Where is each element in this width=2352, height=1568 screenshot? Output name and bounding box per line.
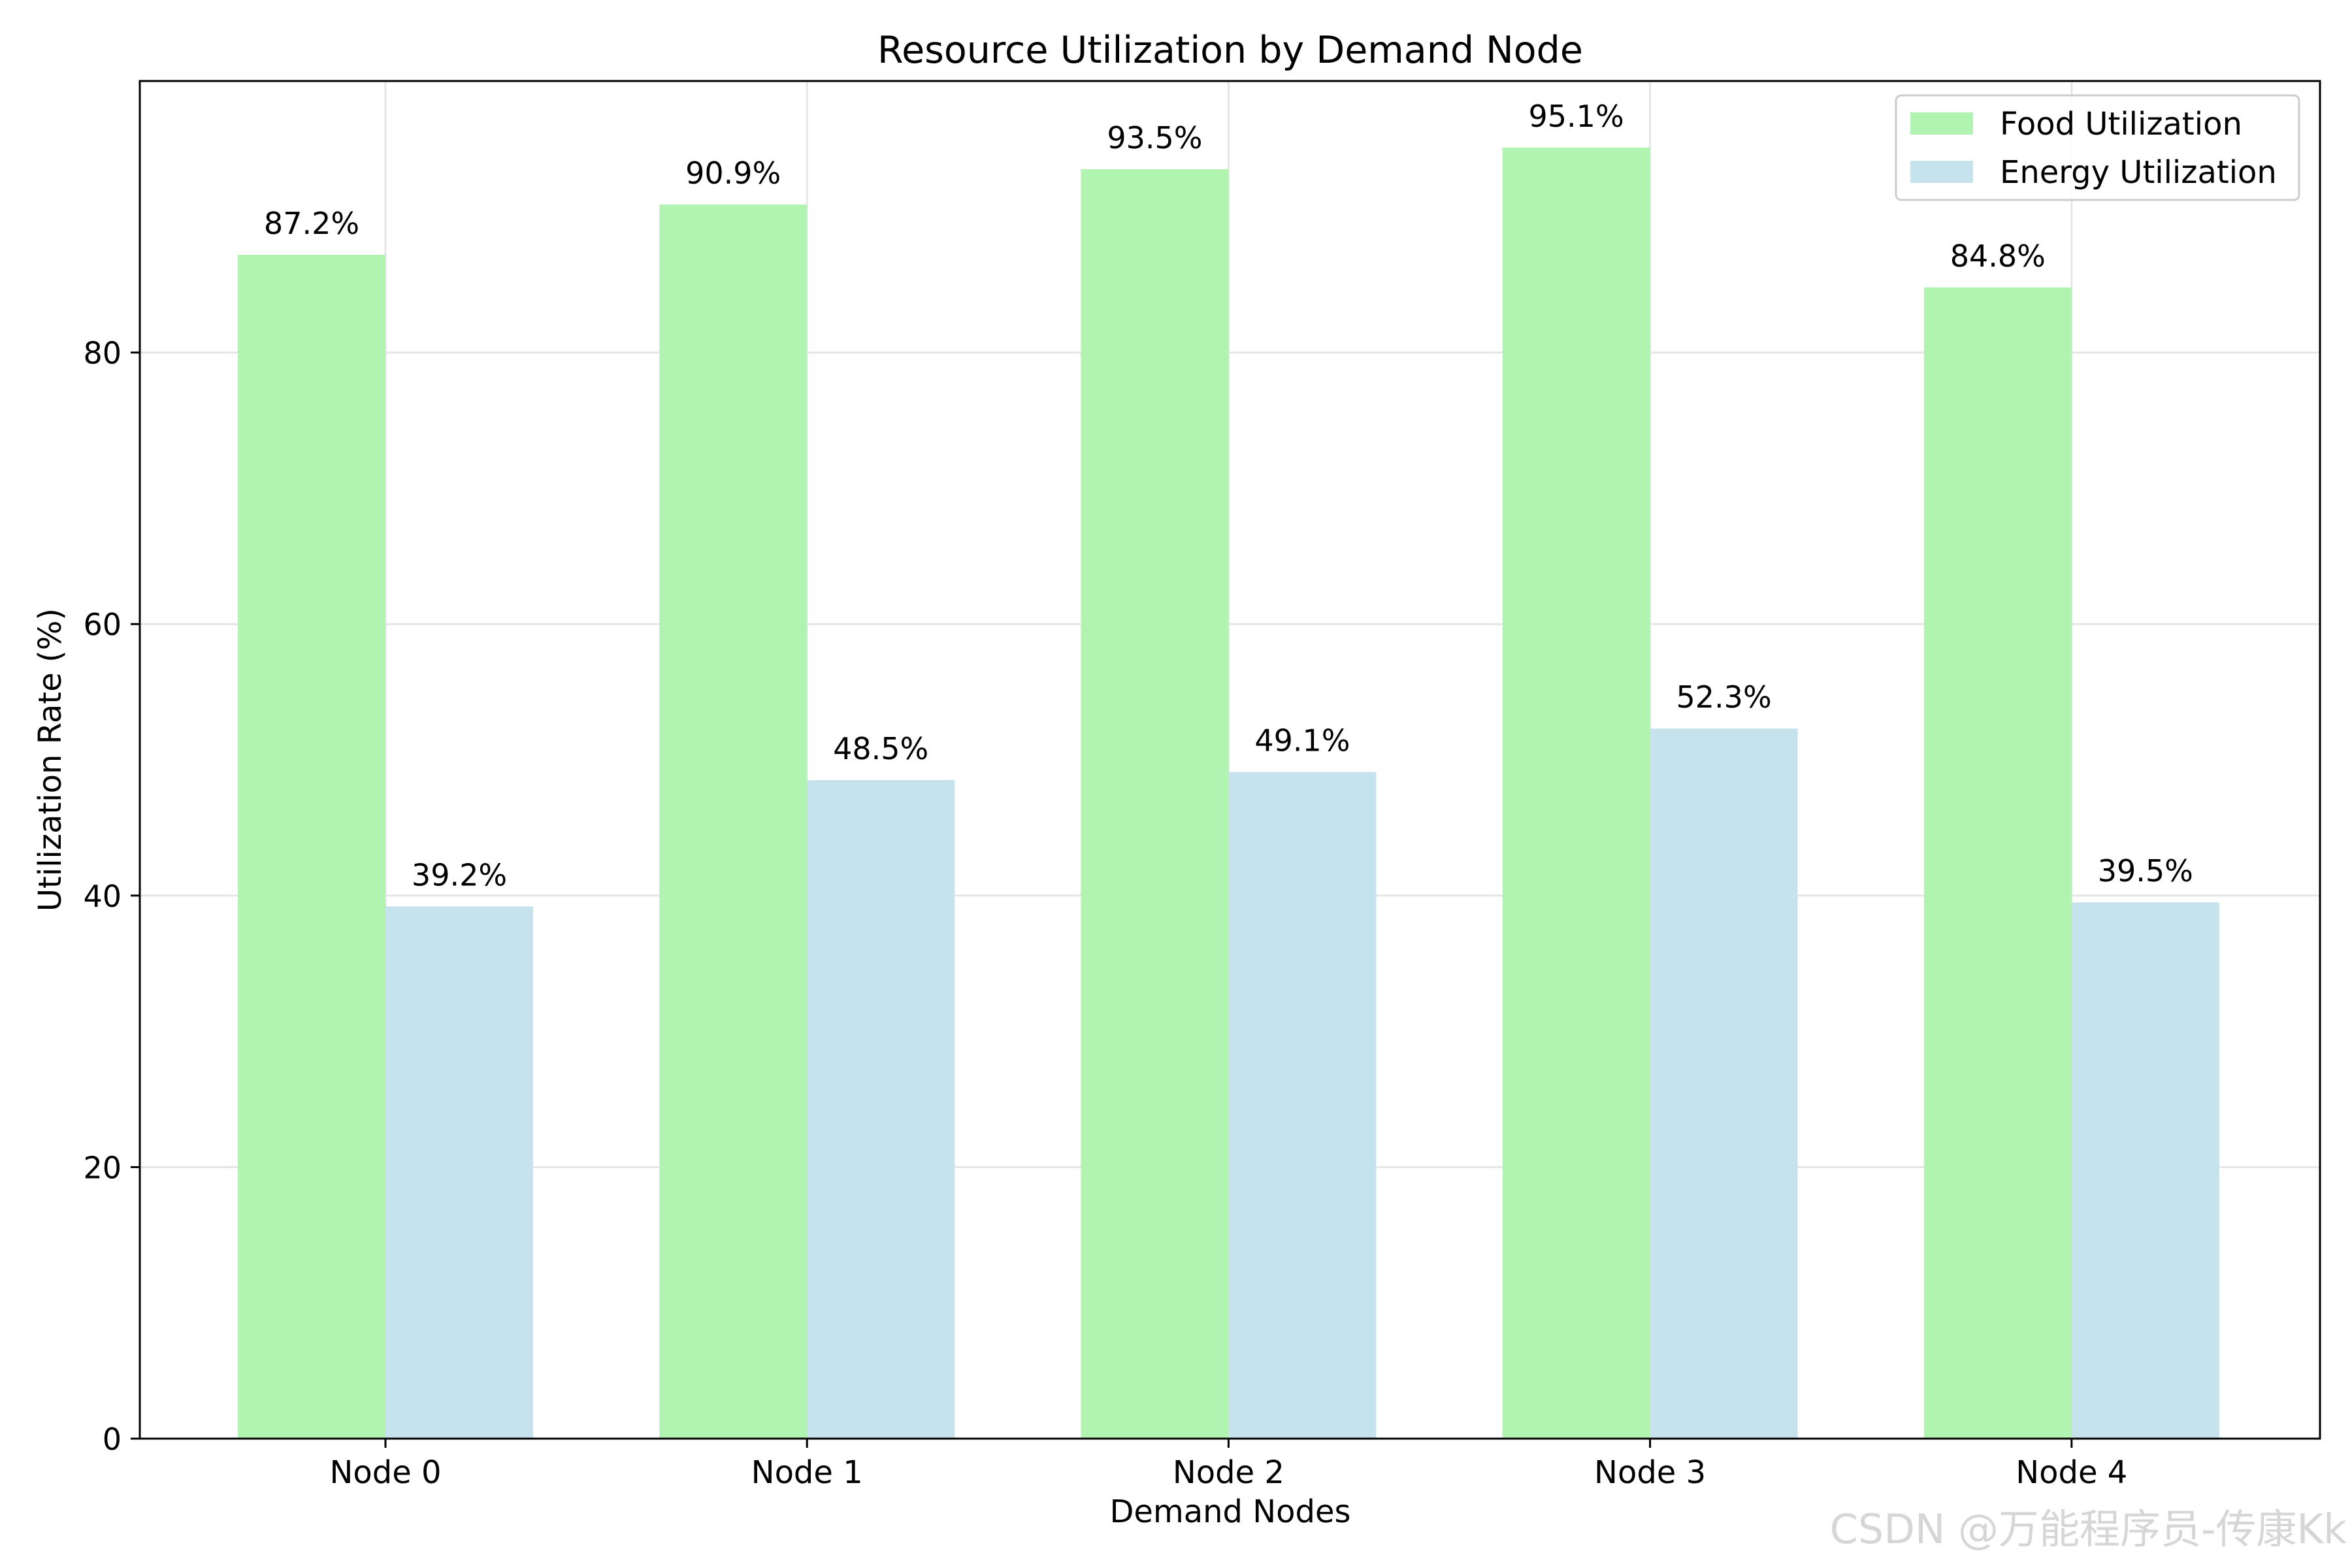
bar-value-labels: 87.2% 90.9% 93.5% 95.1% 84.8% 39.2% 48.5% 49.1%… xyxy=(264,99,2193,893)
legend-label-food: Food Utilization xyxy=(2000,106,2242,142)
y-tick-label: 80 xyxy=(83,336,122,371)
bar-food-1 xyxy=(659,204,808,1439)
x-axis-ticks: Node 0 Node 1 Node 2 Node 3 Node 4 xyxy=(329,1439,2127,1491)
x-tick-label: Node 4 xyxy=(2016,1454,2127,1491)
bar-value-label: 39.5% xyxy=(2098,853,2193,889)
legend-label-energy: Energy Utilization xyxy=(2000,154,2277,191)
watermark: CSDN @万能程序员-传康Kk xyxy=(1830,1505,2347,1553)
y-tick-label: 20 xyxy=(83,1150,122,1185)
x-tick-label: Node 3 xyxy=(1594,1454,1706,1491)
bar-value-label: 90.9% xyxy=(685,155,781,191)
legend: Food Utilization Energy Utilization xyxy=(1895,94,2300,201)
bars xyxy=(238,147,2219,1439)
legend-swatch-energy xyxy=(1910,161,1973,183)
bar-food-2 xyxy=(1081,169,1229,1439)
bar-food-4 xyxy=(1923,287,2072,1439)
bar-value-label: 93.5% xyxy=(1107,120,1202,155)
bar-value-label: 49.1% xyxy=(1254,723,1350,759)
y-tick-label: 0 xyxy=(103,1422,122,1457)
legend-swatch-food xyxy=(1910,112,1973,135)
chart-title: Resource Utilization by Demand Node xyxy=(877,29,1583,72)
plot-frame xyxy=(139,80,2321,1440)
bar-energy-4 xyxy=(2071,902,2219,1439)
bar-energy-1 xyxy=(807,780,955,1439)
bar-energy-0 xyxy=(385,906,533,1439)
x-tick-label: Node 2 xyxy=(1173,1454,1284,1491)
y-axis-ticks: 0 20 40 60 80 xyxy=(83,336,140,1457)
bar-energy-2 xyxy=(1228,772,1377,1439)
bar-energy-3 xyxy=(1650,728,1798,1439)
y-tick-label: 40 xyxy=(83,879,122,914)
y-tick-label: 60 xyxy=(83,607,122,642)
bar-value-label: 84.8% xyxy=(1950,238,2046,274)
legend-frame xyxy=(1895,94,2300,201)
bar-food-0 xyxy=(238,254,385,1439)
bar-value-label: 95.1% xyxy=(1529,99,1624,134)
y-axis-label: Utilization Rate (%) xyxy=(32,608,69,911)
x-tick-label: Node 1 xyxy=(751,1454,863,1491)
bar-food-3 xyxy=(1502,147,1650,1439)
x-tick-label: Node 0 xyxy=(329,1454,441,1491)
bar-value-label: 87.2% xyxy=(264,206,359,241)
bar-value-label: 39.2% xyxy=(412,857,507,892)
x-axis-label: Demand Nodes xyxy=(1109,1494,1350,1530)
bar-value-label: 52.3% xyxy=(1676,679,1772,715)
bar-value-label: 48.5% xyxy=(833,731,928,766)
